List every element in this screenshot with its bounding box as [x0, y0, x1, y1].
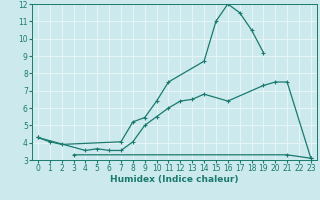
X-axis label: Humidex (Indice chaleur): Humidex (Indice chaleur) [110, 175, 239, 184]
